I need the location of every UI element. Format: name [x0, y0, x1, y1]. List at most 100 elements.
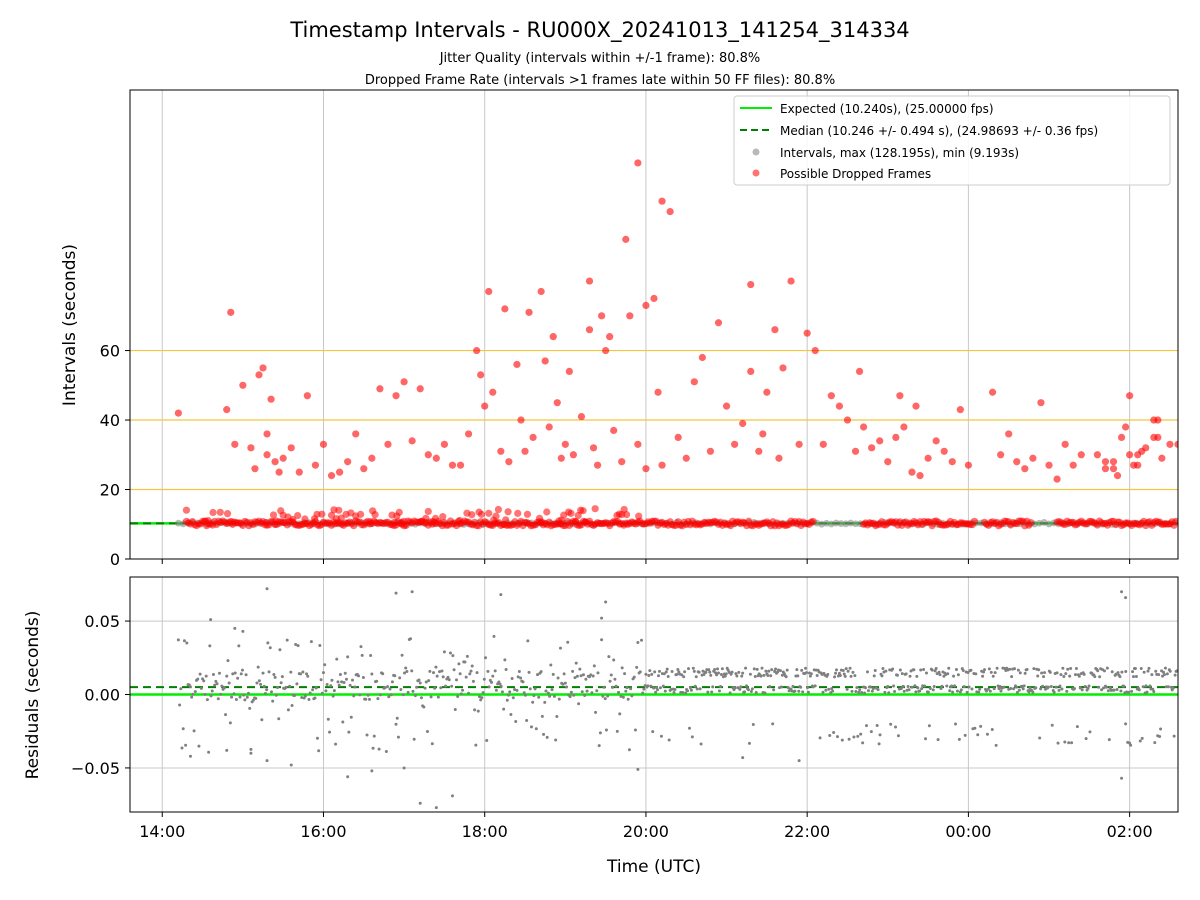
- residual-point: [314, 686, 318, 690]
- legend-dropped-marker: [752, 169, 760, 177]
- y-tick-label: 20: [100, 481, 120, 500]
- residual-point: [476, 709, 480, 713]
- residual-point: [694, 675, 698, 679]
- residual-point: [318, 643, 322, 647]
- residual-point: [845, 687, 849, 691]
- residual-point: [847, 737, 851, 741]
- residual-point: [271, 699, 275, 703]
- residual-point: [247, 691, 251, 695]
- dropped-frame-point: [448, 461, 457, 469]
- residual-point: [625, 686, 629, 690]
- residual-point: [984, 689, 988, 693]
- residual-point: [344, 677, 348, 681]
- residual-point: [878, 733, 882, 737]
- residual-point: [522, 691, 526, 695]
- residual-point: [896, 734, 900, 738]
- residual-point: [842, 672, 846, 676]
- residual-point: [1036, 674, 1040, 678]
- residual-point: [699, 742, 703, 746]
- residual-point: [199, 686, 203, 690]
- dropped-frame-point: [706, 447, 715, 455]
- residual-point: [877, 742, 881, 746]
- dropped-frame-point: [263, 451, 271, 459]
- residual-point: [1040, 671, 1044, 675]
- x-tick-label: 02:00: [1107, 822, 1153, 841]
- residual-point: [470, 664, 474, 668]
- residual-point: [1147, 666, 1151, 670]
- residual-point: [364, 697, 368, 701]
- residual-point: [744, 666, 748, 670]
- residual-point: [950, 684, 954, 688]
- dropped-frame-point: [376, 385, 384, 393]
- residual-point: [233, 671, 237, 675]
- residual-point: [558, 646, 562, 650]
- residual-point: [255, 681, 259, 685]
- residual-point: [578, 667, 582, 671]
- residual-point: [934, 666, 938, 670]
- residual-point: [965, 690, 969, 694]
- residual-point: [594, 710, 598, 714]
- residual-point: [232, 692, 236, 696]
- residual-point: [826, 673, 830, 677]
- residual-point: [1137, 688, 1141, 692]
- residual-point: [704, 670, 708, 674]
- residual-point: [203, 692, 207, 696]
- residual-point: [249, 751, 253, 755]
- residual-point: [1120, 590, 1124, 594]
- residual-point: [225, 748, 229, 752]
- dropped-frame-point: [553, 399, 561, 407]
- residual-point: [771, 722, 775, 726]
- residual-point: [886, 684, 890, 688]
- residual-point: [207, 750, 211, 754]
- residual-point: [427, 679, 431, 683]
- dropped-frame-point: [690, 378, 698, 386]
- residual-point: [446, 675, 450, 679]
- x-tick-label: 14:00: [139, 822, 185, 841]
- residual-point: [527, 670, 531, 674]
- residual-point: [502, 707, 506, 711]
- residual-point: [306, 674, 310, 678]
- residual-point: [1108, 686, 1112, 690]
- residual-point: [1067, 741, 1071, 745]
- dropped-frame-point: [577, 412, 586, 421]
- residual-point: [492, 634, 496, 638]
- dropped-frame-point: [654, 388, 662, 396]
- residual-point: [942, 674, 946, 678]
- residual-point: [774, 667, 778, 671]
- residual-point: [359, 645, 363, 649]
- dropped-frame-point: [1005, 430, 1013, 438]
- residual-point: [946, 672, 950, 676]
- dropped-frame-point: [714, 319, 723, 327]
- dropped-frame-point: [896, 392, 904, 400]
- dropped-frame-point: [481, 402, 489, 410]
- residual-point: [741, 671, 745, 675]
- residual-point: [899, 686, 903, 690]
- residual-point: [1124, 669, 1128, 673]
- residual-point: [552, 694, 556, 698]
- dropped-frame-point: [970, 517, 979, 525]
- residual-point: [404, 666, 408, 670]
- residual-point: [1106, 689, 1110, 693]
- residual-point: [740, 674, 744, 678]
- residual-point: [1062, 675, 1066, 679]
- chart-title: Timestamp Intervals - RU000X_20241013_14…: [289, 18, 909, 43]
- dropped-frame-point: [1130, 461, 1138, 469]
- residual-point: [394, 722, 398, 726]
- residual-point: [1118, 675, 1122, 679]
- residual-point: [383, 686, 387, 690]
- dropped-frame-point: [513, 360, 521, 369]
- residual-point: [992, 687, 996, 691]
- dropped-frame-point: [247, 444, 255, 452]
- residual-point: [1148, 684, 1152, 688]
- plot-frame: [129, 576, 1179, 813]
- residual-point: [663, 689, 667, 693]
- residual-point: [222, 686, 226, 690]
- residual-point: [534, 727, 538, 731]
- residual-point: [294, 642, 298, 646]
- residual-point: [604, 728, 608, 732]
- residual-point: [1097, 685, 1101, 689]
- dropped-frame-point: [319, 440, 328, 448]
- residual-point: [434, 806, 438, 810]
- dropped-frame-point: [1077, 451, 1085, 459]
- residual-point: [1133, 667, 1137, 671]
